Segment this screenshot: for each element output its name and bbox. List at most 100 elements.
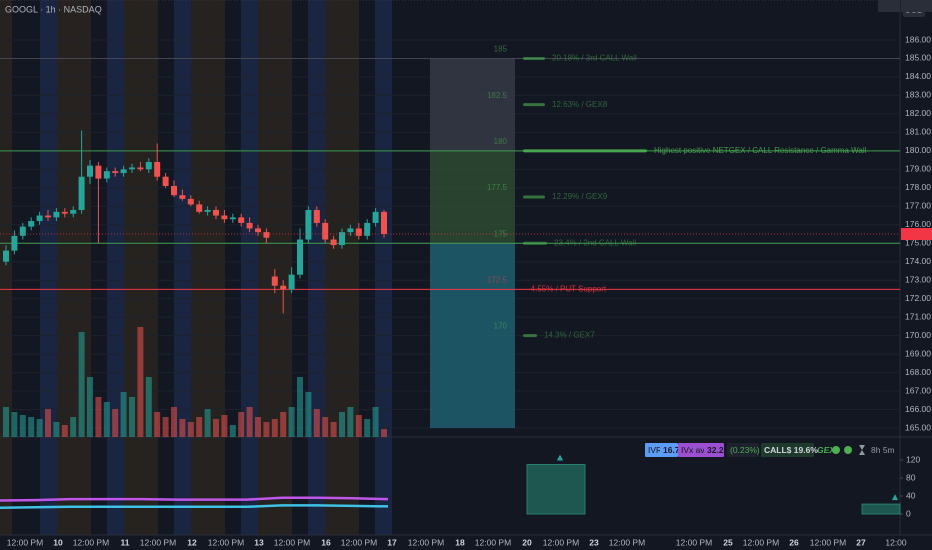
candle-body [322, 222, 329, 240]
volume-bar [187, 422, 194, 437]
volume-bar [213, 419, 219, 437]
iv-change-box [727, 443, 759, 457]
x-tick-label: 12:00 [885, 537, 907, 547]
level-text: 12.29% / GEX9 [552, 192, 608, 201]
x-tick-label: 27 [856, 537, 866, 547]
stripe [57, 0, 91, 535]
volume-bar [36, 419, 43, 437]
x-tick-label: 10 [53, 537, 63, 547]
volume-bar [221, 415, 228, 437]
stripe [258, 0, 292, 535]
candle-body [19, 226, 26, 236]
volume-bar [120, 392, 127, 437]
candle-body [204, 209, 211, 212]
candle-body [103, 171, 110, 179]
candle-body [196, 204, 203, 212]
y-tick-label: 178.00 [905, 182, 931, 192]
x-tick-label: 12:00 PM [543, 537, 579, 547]
level-text: 23.4% / 2nd CALL Wall [554, 238, 636, 247]
candle-body [87, 165, 93, 177]
candle-body [53, 211, 60, 218]
volume-bar [112, 409, 119, 437]
iv-change: (0.23%) [730, 445, 760, 455]
candle-body [297, 239, 303, 275]
y-tick-label: 166.00 [905, 404, 931, 414]
candle-body [263, 232, 270, 238]
gex-marker [557, 454, 563, 461]
x-tick-label: 13 [254, 537, 264, 547]
volume-bar [288, 407, 295, 437]
indicator-tick-label: 40 [906, 490, 916, 500]
candle-body [313, 209, 320, 223]
candle-body [120, 169, 127, 174]
ivr-label: IVR [648, 445, 662, 455]
volume-bar [154, 412, 161, 437]
x-tick-label: 12:00 PM [73, 537, 109, 547]
volume-bar [179, 419, 186, 437]
x-tick-label: 12:00 PM [140, 537, 176, 547]
gex-dot [844, 446, 852, 454]
candle-body [129, 167, 135, 170]
volume-bar [322, 417, 329, 437]
candle-body [145, 161, 152, 170]
stripe [191, 0, 225, 535]
level-price: 170 [494, 322, 508, 331]
volume-bar [364, 419, 371, 437]
volume-bar [196, 417, 203, 437]
volume-bar [162, 417, 169, 437]
ivx-label: IVx avg [681, 445, 710, 455]
stripe [241, 0, 258, 535]
x-tick-label: 12:00 PM [208, 537, 244, 547]
y-tick-label: 173.00 [905, 274, 931, 284]
candle-body [187, 198, 194, 205]
candle-body [305, 209, 312, 240]
zone [430, 58, 515, 151]
x-tick-label: 16 [321, 537, 331, 547]
level-text: -4.55% / PUT Support [528, 285, 607, 294]
indicator-tick-label: 0 [906, 508, 911, 518]
indicator-tick-label: 120 [906, 454, 920, 464]
volume-bar [171, 407, 177, 437]
x-tick-label: 12:00 PM [676, 537, 712, 547]
stripe [124, 0, 158, 535]
candle-body [364, 222, 371, 236]
x-tick-label: 25 [723, 537, 733, 547]
timer: 8h 5m [871, 445, 895, 455]
volume-bar [45, 409, 51, 437]
volume-bar [297, 377, 303, 437]
volume-bar [372, 407, 379, 437]
gex-bar [861, 503, 901, 515]
stripe [325, 0, 359, 535]
candle-body [221, 215, 228, 220]
y-tick-label: 172.00 [905, 293, 931, 303]
level-price: 180 [494, 137, 508, 146]
candle-body [112, 171, 119, 174]
x-tick-label: 12:00 PM [810, 537, 846, 547]
volume-bar [129, 397, 135, 437]
candle-body [372, 211, 379, 223]
call-ratio: CALL$ 19.6% [764, 445, 818, 455]
volume-bar [95, 397, 102, 437]
level-bar [523, 334, 537, 338]
y-tick-label: 177.00 [905, 201, 931, 211]
volume-bar [229, 425, 236, 437]
level-text: 20.18% / 3rd CALL Wall [552, 54, 637, 63]
candle-body [213, 209, 219, 216]
volume-bar [381, 429, 387, 437]
ivr-value-box [660, 443, 678, 457]
volume-bar [137, 327, 144, 437]
y-tick-label: 185.00 [905, 53, 931, 63]
candle-body [179, 195, 186, 199]
candle-body [288, 274, 295, 290]
y-tick-label: 170.00 [905, 330, 931, 340]
x-tick-label: 12:00 PM [7, 537, 43, 547]
volume-bar [305, 392, 312, 437]
candle-body [238, 217, 245, 223]
gex-bar [526, 464, 586, 515]
level-bar [523, 241, 547, 245]
stripe [107, 0, 124, 535]
gex-dot [832, 446, 840, 454]
ivr-label-box [645, 443, 663, 457]
volume-bar [78, 332, 85, 437]
low-tag-box [878, 0, 900, 12]
